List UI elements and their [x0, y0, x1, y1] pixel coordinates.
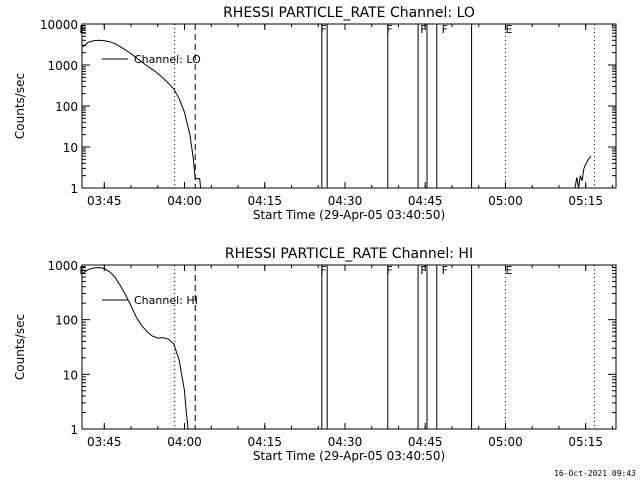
x-axis-label: Start Time (29-Apr-05 03:40:50): [253, 208, 445, 222]
chart-title: RHESSI PARTICLE_RATE Channel: LO: [223, 5, 475, 21]
y-tick-label: 1000: [47, 259, 78, 273]
series-line: [82, 39, 202, 188]
x-tick-label: 04:00: [167, 194, 202, 208]
x-tick-label: 03:45: [87, 435, 122, 449]
flag-letter: F: [420, 23, 426, 36]
y-tick-label: 1000: [47, 59, 78, 73]
chart-panel-2: RHESSI PARTICLE_RATE Channel: HI 03:45 04:…: [13, 246, 617, 463]
y-tick-label: 10000: [40, 18, 78, 32]
x-tick-label: 04:30: [328, 435, 363, 449]
flag-letter: E: [506, 264, 513, 277]
series-line: [82, 266, 189, 429]
flag-letter: F: [442, 264, 448, 277]
x-tick-label: 05:15: [568, 194, 603, 208]
y-axis-label: Counts/sec: [13, 73, 27, 139]
legend-label: Channel: HI: [134, 294, 198, 307]
x-tick-label: 04:45: [408, 435, 443, 449]
flag-letter: E: [79, 264, 86, 277]
x-tick-label: 05:00: [488, 194, 523, 208]
flag-letter: E: [506, 23, 513, 36]
x-tick-label: 04:15: [247, 435, 282, 449]
x-tick-label: 04:45: [408, 194, 443, 208]
plot-frame: [81, 264, 617, 430]
flag-letter: E: [79, 23, 86, 36]
x-tick-label: 04:00: [167, 435, 202, 449]
series-line: [574, 155, 592, 188]
y-tick-label: 100: [55, 314, 78, 328]
x-tick-label: 05:15: [568, 435, 603, 449]
legend-label: Channel: LO: [134, 53, 201, 66]
plot-frame: [81, 23, 617, 189]
flag-letter: F: [442, 23, 448, 36]
x-tick-label: 04:15: [247, 194, 282, 208]
chart-panel-1: RHESSI PARTICLE_RATE Channel: LO 03:45 04:…: [13, 5, 617, 222]
flag-letter: F: [420, 264, 426, 277]
y-tick-label: 100: [55, 100, 78, 114]
y-tick-label: 1: [70, 423, 78, 437]
chart-title: RHESSI PARTICLE_RATE Channel: HI: [225, 246, 473, 262]
y-axis-label: Counts/sec: [13, 314, 27, 380]
y-tick-label: 10: [63, 141, 78, 155]
flag-letter: F: [386, 23, 392, 36]
flag-letter: F: [320, 23, 326, 36]
y-tick-label: 1: [70, 182, 78, 196]
x-tick-label: 03:45: [87, 194, 122, 208]
generation-timestamp: 16-Oct-2021 09:43: [554, 469, 636, 478]
flag-letter: F: [386, 264, 392, 277]
data-area: [82, 24, 596, 188]
y-tick-label: 10: [63, 368, 78, 382]
x-axis-label: Start Time (29-Apr-05 03:40:50): [253, 449, 445, 463]
x-tick-label: 04:30: [328, 194, 363, 208]
flag-letter: F: [320, 264, 326, 277]
data-area: [82, 265, 596, 429]
x-tick-label: 05:00: [488, 435, 523, 449]
